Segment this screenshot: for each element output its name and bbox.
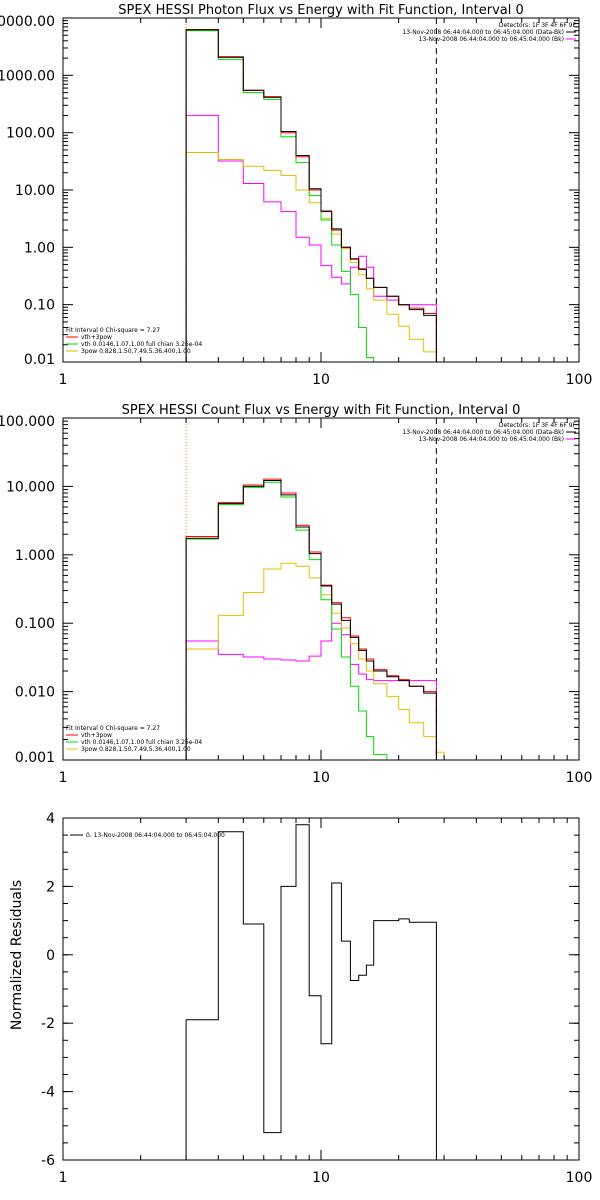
legend-bottomleft-text: Fit Interval 0 Chi-square = 7.27	[66, 327, 160, 334]
legend-bottomleft-text: vth+3pow	[81, 732, 112, 739]
residuals-panel: Normalized Residuals 1 10 100 -6 -4 -2 0 2 4 0. 1…	[9, 811, 592, 1186]
y-tick-label: 0.100	[15, 616, 55, 632]
y-tick-label: 1.00	[24, 240, 55, 256]
x-tick-label: 1	[59, 372, 68, 388]
legend-bottomleft-text: 3pow 0.828,1.50,7.49,5.36,400,1.00	[81, 348, 191, 355]
y-tick-label: 0.010	[15, 685, 55, 701]
legend-topright-text: 13-Nov-2008 06:44:04.000 to 06:45:04.000…	[402, 29, 564, 36]
legend-topleft-text: 0. 13-Nov-2008 06:44:04.000 to 06:45:04.…	[86, 832, 225, 839]
photon-flux-title: SPEX HESSI Photon Flux vs Energy with Fi…	[118, 3, 524, 18]
y-tick-label: 0.001	[15, 750, 55, 766]
residuals-text: 1 10 100 -6 -4 -2 0 2 4 0. 13-Nov-2008 06:44:04.0…	[41, 811, 592, 1186]
count-flux-title: SPEX HESSI Count Flux vs Energy with Fit…	[122, 403, 521, 418]
legend-topright-text: Detectors: 1F 3F 4F 6F 9F	[499, 422, 577, 429]
y-tick-label: 10.000	[6, 479, 55, 495]
plot-area	[185, 18, 437, 362]
series-green-line	[185, 481, 388, 760]
series-black-line	[185, 824, 437, 1160]
y-tick-label: 2	[46, 879, 55, 895]
legend-topright-text: 13-Nov-2008 06:44:04.000 to 06:45:04.000…	[419, 436, 564, 443]
residuals-y-axis-label: Normalized Residuals	[9, 880, 25, 1030]
photon-flux-marks	[62, 17, 580, 363]
x-tick-label: 1	[59, 1170, 68, 1186]
legend-bottomleft-text: vth 0.0146,1.07,1.00 full chian 3.26e-04	[81, 739, 202, 746]
count-flux-text: 1 10 100 0.001 0.010 0.100 1.000 10.000 100.000 D…	[0, 414, 592, 786]
y-tick-label: 0	[46, 948, 55, 964]
y-tick-label: 100.000	[0, 414, 55, 430]
y-tick-label: 0.01	[24, 352, 55, 368]
y-tick-label: 4	[46, 811, 55, 827]
legend-topright-text: 13-Nov-2008 06:44:04.000 to 06:45:04.000…	[419, 36, 564, 43]
photon-flux-axes-box	[62, 17, 580, 363]
y-tick-label: 1.000	[15, 548, 55, 564]
series-black-line	[185, 480, 437, 760]
x-tick-label: 10	[312, 770, 330, 786]
legend-topright-text: 13-Nov-2008 06:44:04.000 to 06:45:04.000…	[402, 429, 564, 436]
legend-bottomleft-text: 3pow 0.828,1.50,7.49,5.36,400,1.00	[81, 746, 191, 753]
plot-area	[185, 418, 445, 760]
y-tick-label: 100.00	[6, 126, 55, 142]
x-tick-label: 10	[312, 1170, 330, 1186]
count-flux-marks	[62, 417, 580, 761]
y-tick-label: -4	[41, 1085, 55, 1101]
legend-bottomleft-text: vth+3pow	[81, 334, 112, 341]
y-tick-label: 10.00	[15, 183, 55, 199]
photon-flux-panel: SPEX HESSI Photon Flux vs Energy with Fi…	[0, 3, 592, 388]
plot-area	[185, 824, 437, 1160]
series-magenta-line	[185, 114, 437, 362]
y-tick-label: -2	[41, 1016, 55, 1032]
x-tick-label: 100	[566, 1170, 593, 1186]
count-flux-panel: SPEX HESSI Count Flux vs Energy with Fit…	[0, 403, 592, 786]
series-black-line	[185, 29, 437, 362]
y-tick-label: -6	[41, 1153, 55, 1169]
series-yellow-line	[185, 562, 445, 760]
photon-flux-text: 1 10 100 0.01 0.10 1.00 10.00 100.00 1000.00 1000…	[0, 14, 592, 388]
residuals-axes-box	[62, 817, 580, 1161]
x-tick-label: 10	[312, 372, 330, 388]
x-tick-label: 100	[566, 372, 593, 388]
legend-bottomleft-text: Fit Interval 0 Chi-square = 7.27	[66, 725, 160, 732]
legend-topright-text: Detectors: 1F 3F 4F 6F 9F	[499, 22, 577, 29]
count-flux-axes-box	[62, 417, 580, 761]
legend-bottomleft-text: vth 0.0146,1.07,1.00 full chian 3.26e-04	[81, 341, 202, 348]
x-tick-label: 1	[59, 770, 68, 786]
y-tick-label: 10000.00	[0, 14, 55, 30]
x-tick-label: 100	[566, 770, 593, 786]
y-tick-label: 1000.00	[0, 68, 55, 84]
y-tick-label: 0.10	[24, 298, 55, 314]
